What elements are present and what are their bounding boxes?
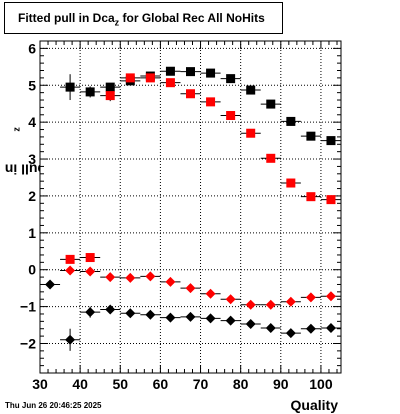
data-point-diamond [125, 272, 136, 283]
title-suffix: for Global Rec All NoHits [119, 11, 265, 25]
data-point-square [306, 192, 316, 202]
data-point-diamond [265, 299, 276, 310]
data-point-square [266, 99, 276, 109]
data-point-square [226, 111, 236, 121]
data-point-square [306, 131, 316, 141]
x-axis-label: Quality [290, 397, 338, 413]
data-point-square [85, 87, 95, 97]
data-point-diamond [65, 265, 76, 276]
data-point-square [105, 82, 115, 92]
x-tick-label: 50 [112, 376, 128, 392]
data-point-diamond [325, 322, 336, 333]
title-subscript: z [114, 17, 120, 28]
y-tick-label: −2 [20, 335, 36, 351]
data-point-square [206, 97, 216, 107]
data-point-diamond [245, 299, 256, 310]
data-point-diamond [105, 272, 116, 283]
x-tick-label: 100 [309, 376, 333, 392]
y-tick-label: 2 [28, 188, 36, 204]
y-tick-label: −1 [20, 299, 36, 315]
data-point-diamond [145, 271, 156, 282]
y-tick-label: 6 [28, 40, 36, 56]
data-point-square [85, 253, 95, 263]
data-point-square [105, 91, 115, 101]
data-point-square [326, 136, 336, 146]
data-point-square [246, 128, 256, 138]
data-point-diamond [245, 318, 256, 329]
data-point-square [125, 73, 135, 83]
data-point-square [186, 67, 195, 77]
x-tick-label: 60 [153, 376, 169, 392]
data-point-diamond [165, 312, 176, 323]
data-point-square [286, 178, 296, 188]
data-point-diamond [225, 294, 236, 305]
y-tick-label: 4 [28, 114, 36, 130]
data-point-diamond [285, 296, 296, 307]
y-tick-label: 1 [28, 225, 36, 241]
data-point-diamond [325, 291, 336, 302]
data-point-square [186, 89, 195, 99]
x-tick-label: 90 [273, 376, 289, 392]
chart-title: Fitted pull in Dcaz for Global Rec All N… [18, 11, 265, 27]
plot-frame [39, 40, 342, 374]
title-box: Fitted pull in Dcaz for Global Rec All N… [4, 2, 283, 34]
data-point-diamond [285, 328, 296, 339]
data-point-diamond [225, 315, 236, 326]
data-point-square [266, 153, 276, 163]
y-tick-label: 0 [28, 262, 36, 278]
data-point-square [65, 254, 75, 264]
data-point-diamond [85, 307, 96, 318]
data-point-diamond [205, 313, 216, 324]
data-point-square [286, 116, 296, 126]
y-tick-label: 5 [28, 77, 36, 93]
timestamp: Thu Jun 26 20:46:25 2025 [5, 401, 102, 410]
data-point-diamond [125, 308, 136, 319]
data-point-square [145, 73, 155, 83]
x-tick-label: 70 [193, 376, 209, 392]
data-point-diamond [305, 292, 316, 303]
data-point-diamond [305, 323, 316, 334]
data-point-square [165, 78, 175, 88]
data-point-square [65, 82, 75, 92]
data-point-square [246, 85, 256, 95]
data-point-diamond [185, 283, 196, 294]
data-point-square [326, 195, 336, 205]
data-point-diamond [165, 276, 176, 287]
data-point-square [226, 74, 236, 84]
data-point-diamond [205, 288, 216, 299]
x-tick-label: 40 [72, 376, 88, 392]
x-tick-label: 30 [32, 376, 48, 392]
data-point-diamond [105, 304, 116, 315]
data-point-diamond [185, 311, 196, 322]
data-point-diamond [265, 322, 276, 333]
data-point-diamond [145, 309, 156, 320]
title-prefix: Fitted pull in Dca [18, 11, 115, 25]
data-point-diamond [85, 266, 96, 277]
y-tick-label: 3 [28, 151, 36, 167]
data-point-diamond [45, 279, 56, 290]
x-tick-label: 80 [233, 376, 249, 392]
data-point-square [165, 66, 175, 76]
data-point-square [206, 68, 216, 78]
data-point-diamond [65, 334, 76, 345]
